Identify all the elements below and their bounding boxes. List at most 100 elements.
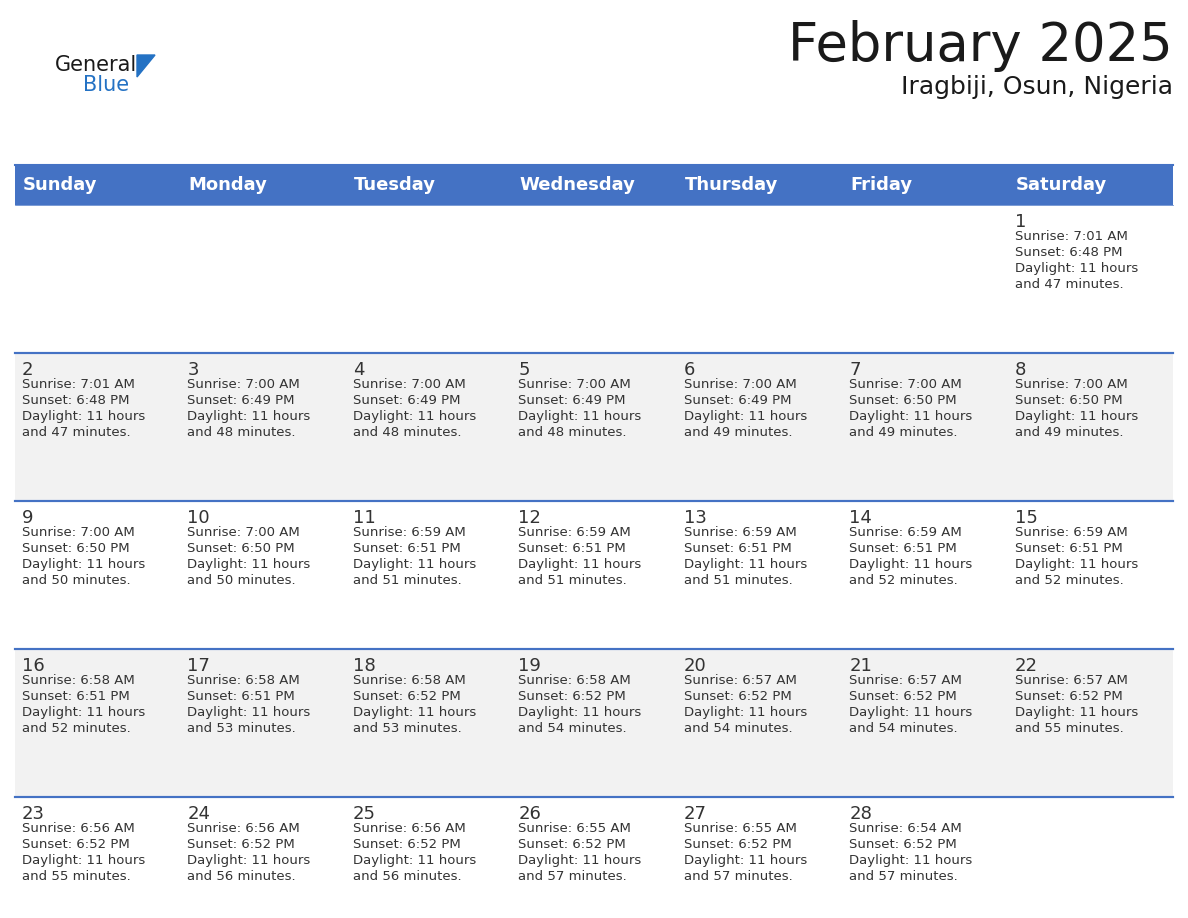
Text: Daylight: 11 hours: Daylight: 11 hours (684, 558, 807, 571)
Text: 21: 21 (849, 657, 872, 675)
Bar (1007, 797, 1173, 918)
Text: Daylight: 11 hours: Daylight: 11 hours (23, 410, 145, 423)
Text: Daylight: 11 hours: Daylight: 11 hours (353, 706, 476, 719)
Text: Sunrise: 6:56 AM: Sunrise: 6:56 AM (353, 822, 466, 835)
Text: and 52 minutes.: and 52 minutes. (1015, 574, 1124, 587)
Bar (842, 797, 1007, 918)
Text: Daylight: 11 hours: Daylight: 11 hours (518, 410, 642, 423)
Text: Sunrise: 7:00 AM: Sunrise: 7:00 AM (188, 526, 301, 539)
Text: Wednesday: Wednesday (519, 176, 636, 194)
Text: Daylight: 11 hours: Daylight: 11 hours (849, 854, 973, 867)
Text: 5: 5 (518, 361, 530, 379)
Text: 14: 14 (849, 509, 872, 527)
Text: Daylight: 11 hours: Daylight: 11 hours (1015, 706, 1138, 719)
Text: Daylight: 11 hours: Daylight: 11 hours (1015, 262, 1138, 275)
Text: Sunrise: 7:00 AM: Sunrise: 7:00 AM (353, 378, 466, 391)
Text: Sunrise: 6:57 AM: Sunrise: 6:57 AM (1015, 674, 1127, 687)
Text: Sunrise: 6:59 AM: Sunrise: 6:59 AM (684, 526, 796, 539)
Text: Sunset: 6:50 PM: Sunset: 6:50 PM (1015, 394, 1123, 407)
Bar (15, 797, 181, 918)
Text: Daylight: 11 hours: Daylight: 11 hours (1015, 558, 1138, 571)
Text: Sunrise: 6:59 AM: Sunrise: 6:59 AM (518, 526, 631, 539)
Text: and 55 minutes.: and 55 minutes. (1015, 722, 1124, 735)
Text: and 48 minutes.: and 48 minutes. (518, 426, 627, 439)
Text: 15: 15 (1015, 509, 1037, 527)
Text: Sunrise: 7:00 AM: Sunrise: 7:00 AM (23, 526, 134, 539)
Bar (346, 797, 511, 918)
Text: and 57 minutes.: and 57 minutes. (684, 870, 792, 883)
Bar (346, 649, 511, 797)
Text: Sunset: 6:48 PM: Sunset: 6:48 PM (23, 394, 129, 407)
Text: and 49 minutes.: and 49 minutes. (1015, 426, 1123, 439)
Text: Daylight: 11 hours: Daylight: 11 hours (518, 854, 642, 867)
Text: Sunset: 6:49 PM: Sunset: 6:49 PM (518, 394, 626, 407)
Text: 9: 9 (23, 509, 33, 527)
Bar (842, 649, 1007, 797)
Bar (1007, 205, 1173, 353)
Bar (677, 797, 842, 918)
Text: Sunrise: 7:01 AM: Sunrise: 7:01 AM (23, 378, 135, 391)
Text: Sunset: 6:52 PM: Sunset: 6:52 PM (353, 690, 461, 703)
Text: Sunrise: 6:58 AM: Sunrise: 6:58 AM (23, 674, 134, 687)
Text: Daylight: 11 hours: Daylight: 11 hours (849, 410, 973, 423)
Text: and 53 minutes.: and 53 minutes. (353, 722, 462, 735)
Text: Daylight: 11 hours: Daylight: 11 hours (353, 558, 476, 571)
Text: Sunrise: 6:58 AM: Sunrise: 6:58 AM (353, 674, 466, 687)
Text: 20: 20 (684, 657, 707, 675)
Text: Daylight: 11 hours: Daylight: 11 hours (188, 410, 311, 423)
Text: Sunset: 6:51 PM: Sunset: 6:51 PM (849, 542, 956, 555)
Text: 1: 1 (1015, 213, 1026, 231)
Text: and 52 minutes.: and 52 minutes. (849, 574, 958, 587)
Text: and 50 minutes.: and 50 minutes. (23, 574, 131, 587)
Text: 8: 8 (1015, 361, 1026, 379)
Text: Sunrise: 6:57 AM: Sunrise: 6:57 AM (849, 674, 962, 687)
Text: Sunrise: 7:00 AM: Sunrise: 7:00 AM (188, 378, 301, 391)
Text: and 47 minutes.: and 47 minutes. (23, 426, 131, 439)
Text: Sunrise: 6:55 AM: Sunrise: 6:55 AM (684, 822, 797, 835)
Text: Daylight: 11 hours: Daylight: 11 hours (518, 706, 642, 719)
Bar (181, 353, 346, 501)
Text: 7: 7 (849, 361, 860, 379)
Text: and 54 minutes.: and 54 minutes. (684, 722, 792, 735)
Text: Sunset: 6:51 PM: Sunset: 6:51 PM (353, 542, 461, 555)
Text: Sunrise: 7:01 AM: Sunrise: 7:01 AM (1015, 230, 1127, 243)
Text: and 52 minutes.: and 52 minutes. (23, 722, 131, 735)
Text: and 47 minutes.: and 47 minutes. (1015, 278, 1123, 291)
Text: Sunset: 6:51 PM: Sunset: 6:51 PM (684, 542, 791, 555)
Text: Daylight: 11 hours: Daylight: 11 hours (23, 854, 145, 867)
Text: Sunset: 6:48 PM: Sunset: 6:48 PM (1015, 246, 1123, 259)
Text: Friday: Friday (851, 176, 912, 194)
Text: Sunrise: 6:55 AM: Sunrise: 6:55 AM (518, 822, 631, 835)
Bar (1007, 353, 1173, 501)
Text: 11: 11 (353, 509, 375, 527)
Text: 16: 16 (23, 657, 45, 675)
Bar (511, 353, 677, 501)
Text: and 49 minutes.: and 49 minutes. (849, 426, 958, 439)
Text: Sunrise: 7:00 AM: Sunrise: 7:00 AM (684, 378, 796, 391)
Text: Daylight: 11 hours: Daylight: 11 hours (684, 410, 807, 423)
Text: 19: 19 (518, 657, 542, 675)
Text: Sunset: 6:52 PM: Sunset: 6:52 PM (684, 838, 791, 851)
Text: and 57 minutes.: and 57 minutes. (849, 870, 958, 883)
Text: Sunset: 6:49 PM: Sunset: 6:49 PM (188, 394, 295, 407)
Bar (181, 649, 346, 797)
Text: Sunrise: 6:56 AM: Sunrise: 6:56 AM (23, 822, 134, 835)
Text: Sunset: 6:51 PM: Sunset: 6:51 PM (518, 542, 626, 555)
Text: Sunset: 6:51 PM: Sunset: 6:51 PM (1015, 542, 1123, 555)
Text: Sunrise: 6:54 AM: Sunrise: 6:54 AM (849, 822, 962, 835)
Bar (842, 501, 1007, 649)
Text: 27: 27 (684, 805, 707, 823)
Text: 28: 28 (849, 805, 872, 823)
Text: and 48 minutes.: and 48 minutes. (188, 426, 296, 439)
Text: General: General (55, 55, 138, 75)
Bar (511, 205, 677, 353)
Text: Sunrise: 6:59 AM: Sunrise: 6:59 AM (1015, 526, 1127, 539)
Text: Sunday: Sunday (23, 176, 97, 194)
Bar (15, 501, 181, 649)
Text: Sunrise: 7:00 AM: Sunrise: 7:00 AM (1015, 378, 1127, 391)
Bar (346, 501, 511, 649)
Text: 23: 23 (23, 805, 45, 823)
Bar (677, 501, 842, 649)
Text: Sunset: 6:52 PM: Sunset: 6:52 PM (849, 690, 956, 703)
Text: and 54 minutes.: and 54 minutes. (518, 722, 627, 735)
